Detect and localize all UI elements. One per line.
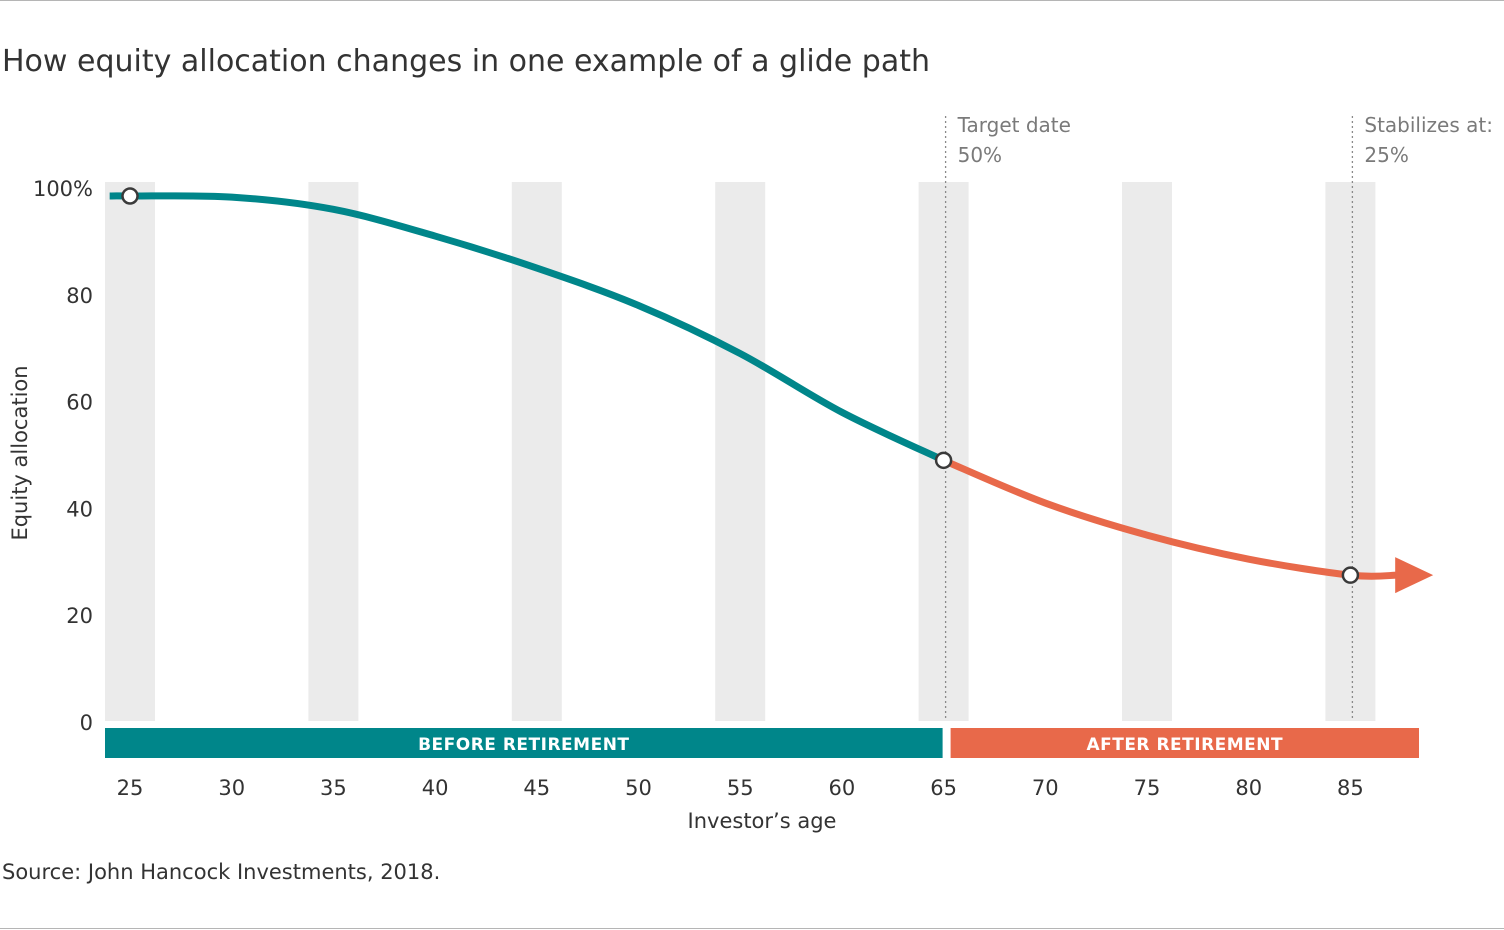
y-axis-label: Equity allocation: [8, 365, 32, 540]
phase-bar-after: [950, 728, 1419, 758]
phase-bar-before: [105, 728, 943, 758]
series-line-before: [109, 192, 946, 464]
data-point-marker: [934, 451, 953, 470]
y-tick-label: 100%: [33, 177, 93, 201]
x-tick-label: 50: [625, 776, 652, 800]
x-tick-label: 60: [829, 776, 856, 800]
x-tick-label: 65: [930, 776, 957, 800]
x-axis-label: Investor’s age: [688, 809, 837, 833]
x-tick-label: 40: [422, 776, 449, 800]
band-55: [715, 182, 766, 721]
y-axis-tick-labels: 0 20 40 60 80 100%: [33, 177, 93, 735]
x-tick-label: 55: [727, 776, 754, 800]
bottom-rule: [0, 928, 1504, 929]
annotations: Target date 50% Stabilizes at: 25%: [957, 113, 1493, 167]
background-bands: [105, 182, 1376, 721]
x-tick-label: 45: [523, 776, 550, 800]
x-tick-label: 80: [1235, 776, 1262, 800]
data-point-marker: [1341, 566, 1360, 584]
band-75: [1122, 182, 1172, 721]
band-35: [308, 182, 359, 721]
series-lines: [109, 192, 1434, 594]
arrowhead: [1395, 557, 1434, 594]
band-25: [105, 182, 155, 721]
annotation-label: Stabilizes at:: [1364, 113, 1493, 137]
top-rule: [0, 0, 1504, 1]
y-tick-label: 0: [80, 711, 93, 735]
phase-bars: BEFORE RETIREMENT AFTER RETIREMENT: [105, 728, 1419, 758]
phase-label-after: AFTER RETIREMENT: [1086, 735, 1283, 755]
band-85: [1325, 182, 1376, 721]
x-tick-label: 85: [1337, 776, 1364, 800]
x-tick-label: 30: [218, 776, 245, 800]
annotation-label: Target date: [957, 113, 1071, 137]
data-point-marker: [121, 187, 139, 205]
phase-label-before: BEFORE RETIREMENT: [418, 735, 629, 755]
source-note: Source: John Hancock Investments, 2018.: [2, 860, 441, 884]
x-tick-label: 75: [1134, 776, 1161, 800]
chart-title: How equity allocation changes in one exa…: [2, 44, 930, 79]
annotation-lines: [944, 116, 1354, 721]
annotation-value: 25%: [1364, 143, 1408, 167]
x-tick-label: 35: [320, 776, 347, 800]
y-tick-label: 20: [66, 604, 93, 628]
y-tick-label: 40: [66, 497, 93, 521]
x-axis-tick-labels: 25 30 35 40 45 50 55 60 65 70 75 80 85: [117, 776, 1364, 800]
y-tick-label: 80: [66, 284, 93, 308]
x-tick-label: 25: [117, 776, 144, 800]
y-tick-label: 60: [66, 391, 93, 415]
annotation-value: 50%: [958, 143, 1002, 167]
series-markers: [121, 187, 1360, 584]
x-tick-label: 70: [1032, 776, 1059, 800]
